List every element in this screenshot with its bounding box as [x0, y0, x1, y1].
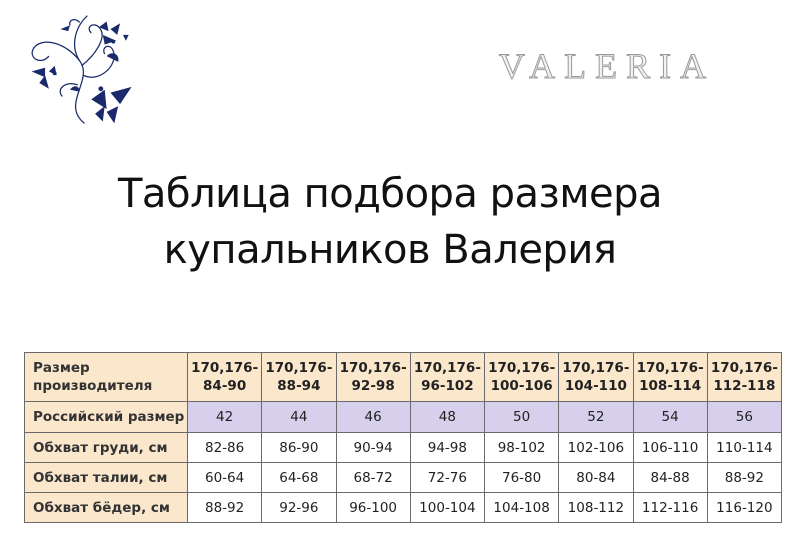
row-label: Обхват бёдер, см [24, 492, 188, 523]
row-label: Размер производителя [24, 352, 188, 402]
row-label: Обхват талии, см [24, 462, 188, 493]
row-label: Российский размер [24, 401, 188, 433]
table-cell: 56 [706, 401, 783, 433]
table-cell: 170,176-88-94 [261, 352, 337, 402]
table-cell: 50 [483, 401, 560, 433]
table-cell: 170,176-96-102 [409, 352, 486, 402]
floral-ornament-logo [31, 15, 132, 124]
table-row: Обхват талии, см 60-64 64-68 68-72 72-76 76-8… [24, 462, 783, 493]
table-cell: 82-86 [186, 432, 263, 463]
table-row: Российский размер 42 44 46 48 50 52 54 56 [24, 401, 783, 433]
table-cell: 90-94 [335, 432, 411, 463]
table-header-row: Размер производителя 170,176-84-90 170,176… [24, 352, 783, 402]
table-cell: 112-116 [632, 492, 708, 523]
table-cell: 44 [261, 401, 337, 433]
table-cell: 170,176-100-106 [483, 352, 560, 402]
table-cell: 110-114 [706, 432, 783, 463]
page-title: Таблица подбора размера купальников Вале… [0, 166, 780, 278]
table-cell: 60-64 [186, 462, 263, 493]
title-line-1: Таблица подбора размера [117, 171, 663, 217]
table-cell: 116-120 [706, 492, 783, 523]
title-line-2: купальников Валерия [163, 227, 617, 273]
table-cell: 102-106 [558, 432, 634, 463]
table-cell: 76-80 [483, 462, 560, 493]
table-cell: 170,176-108-114 [632, 352, 708, 402]
table-cell: 42 [186, 401, 263, 433]
table-cell: 96-100 [335, 492, 411, 523]
table-cell: 106-110 [632, 432, 708, 463]
table-cell: 68-72 [335, 462, 411, 493]
valeria-brand-logo: VALERIA [498, 46, 715, 87]
table-cell: 72-76 [409, 462, 486, 493]
size-chart-table: Размер производителя 170,176-84-90 170,176… [24, 352, 783, 523]
table-cell: 48 [409, 401, 486, 433]
table-cell: 84-88 [632, 462, 708, 493]
table-cell: 64-68 [261, 462, 337, 493]
table-cell: 170,176-104-110 [558, 352, 634, 402]
table-row: Обхват груди, см 82-86 86-90 90-94 94-98 98-1… [24, 432, 783, 463]
table-cell: 108-112 [558, 492, 634, 523]
table-cell: 46 [335, 401, 411, 433]
table-cell: 104-108 [483, 492, 560, 523]
table-cell: 98-102 [483, 432, 560, 463]
table-cell: 88-92 [186, 492, 263, 523]
table-cell: 52 [558, 401, 634, 433]
table-cell: 88-92 [706, 462, 783, 493]
table-row: Обхват бёдер, см 88-92 92-96 96-100 100-104 1… [24, 492, 783, 523]
table-cell: 170,176-84-90 [186, 352, 263, 402]
row-label: Обхват груди, см [24, 432, 188, 463]
table-cell: 92-96 [261, 492, 337, 523]
table-cell: 170,176-112-118 [706, 352, 783, 402]
table-cell: 170,176-92-98 [335, 352, 411, 402]
table-cell: 94-98 [409, 432, 486, 463]
table-cell: 80-84 [558, 462, 634, 493]
table-cell: 54 [632, 401, 708, 433]
table-cell: 86-90 [261, 432, 337, 463]
table-cell: 100-104 [409, 492, 486, 523]
svg-text:VALERIA: VALERIA [499, 46, 715, 86]
